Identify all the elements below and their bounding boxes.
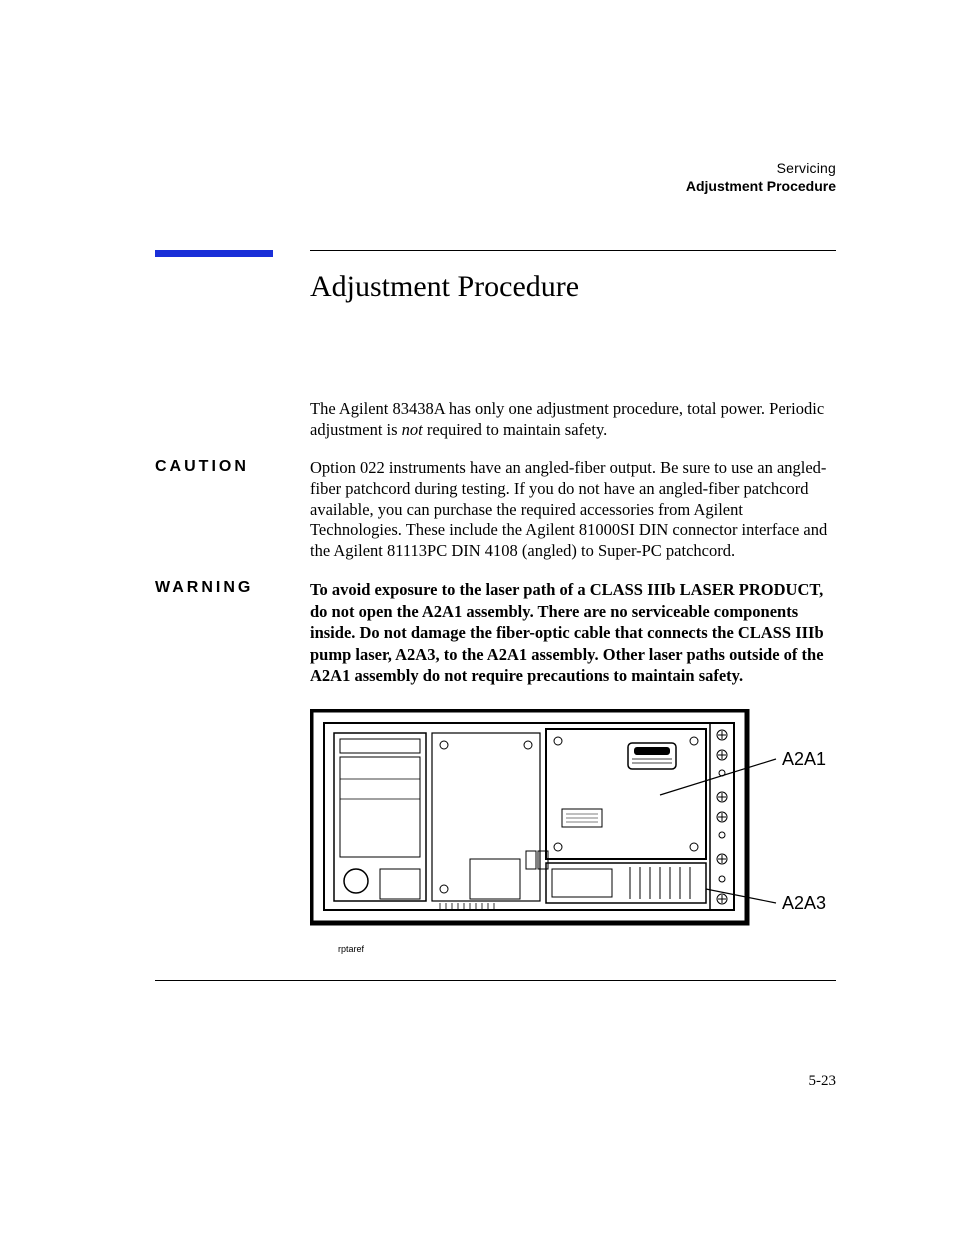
warning-block: WARNING To avoid exposure to the laser p… (310, 579, 836, 686)
intro-post: required to maintain safety. (423, 420, 608, 439)
section-name: Adjustment Procedure (686, 178, 836, 194)
caution-block: CAUTION Option 022 instruments have an a… (310, 458, 836, 561)
callout-a2a1: A2A1 (782, 749, 826, 770)
intro-em: not (402, 420, 423, 439)
intro-paragraph: The Agilent 83438A has only one adjustme… (310, 399, 836, 440)
callout-a2a3: A2A3 (782, 893, 826, 914)
content-column: Adjustment Procedure The Agilent 83438A … (310, 250, 836, 954)
page-title: Adjustment Procedure (310, 270, 836, 304)
figure-caption: rptaref (338, 944, 836, 954)
warning-label: WARNING (155, 579, 295, 597)
running-header: Servicing Adjustment Procedure (686, 160, 836, 194)
caution-label: CAUTION (155, 458, 295, 476)
figure: A2A1 A2A3 rptaref (310, 709, 836, 954)
warning-text: To avoid exposure to the laser path of a… (310, 579, 836, 686)
device-diagram (310, 709, 836, 933)
page-number: 5-23 (809, 1073, 837, 1090)
footer-rule (155, 980, 836, 981)
accent-rule (155, 250, 273, 257)
chapter-name: Servicing (686, 160, 836, 176)
caution-text: Option 022 instruments have an angled-fi… (310, 458, 836, 561)
